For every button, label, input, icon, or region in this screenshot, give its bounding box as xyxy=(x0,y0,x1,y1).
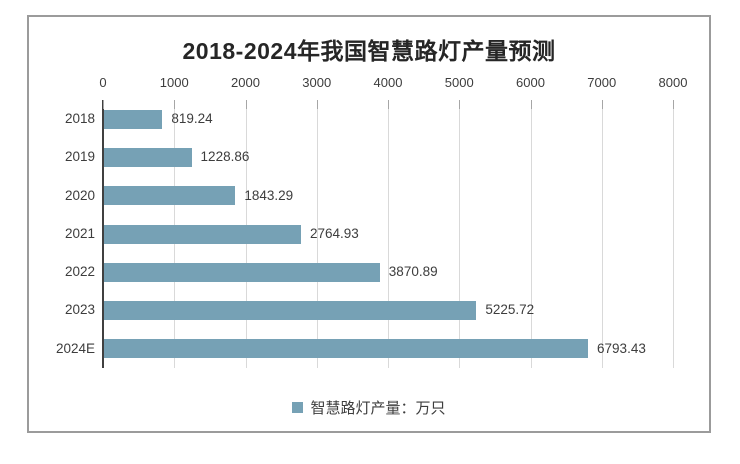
axis-tick xyxy=(459,100,461,109)
bar xyxy=(104,339,589,359)
bar-value-label: 2764.93 xyxy=(310,225,359,241)
bar xyxy=(104,109,163,129)
legend-square-icon xyxy=(292,402,304,413)
x-axis-tick-label: 8000 xyxy=(658,75,688,90)
gridline xyxy=(673,100,674,368)
bar-value-label: 5225.72 xyxy=(485,302,535,318)
bar xyxy=(104,262,380,282)
bar-value-label: 1228.86 xyxy=(200,149,250,165)
x-axis-tick-label: 2000 xyxy=(231,75,260,90)
y-axis-category-label: 2018 xyxy=(64,111,95,126)
x-axis-tick-label: 4000 xyxy=(373,75,403,90)
legend-label: 智慧路灯产量：万只 xyxy=(310,400,446,417)
gridline xyxy=(316,100,318,368)
chart-frame: 2018-2024年我国智慧路灯产量预测 0 1000 2000 3000 4000 50… xyxy=(27,15,711,433)
y-axis-category-label: 2023 xyxy=(64,302,95,318)
axis-tick xyxy=(601,100,603,109)
bar-value-label: 6793.43 xyxy=(597,340,646,356)
x-axis-tick-label: 6000 xyxy=(516,75,545,90)
x-axis-tick-label: 1000 xyxy=(159,75,189,90)
x-axis-tick-label: 7000 xyxy=(587,75,617,90)
axis-tick xyxy=(174,100,176,109)
legend: 智慧路灯产量：万只 xyxy=(29,397,709,418)
bar-value-label: 3870.89 xyxy=(388,264,438,280)
y-axis-category-label: 2024E xyxy=(55,340,95,356)
bar-value-label: 819.24 xyxy=(171,111,213,126)
gridline xyxy=(601,100,603,368)
x-axis-tick-label: 3000 xyxy=(302,75,332,90)
axis-tick xyxy=(245,100,247,109)
axis-tick xyxy=(388,100,389,109)
gridline xyxy=(530,100,532,368)
y-axis-category-label: 2022 xyxy=(64,264,95,280)
axis-tick xyxy=(530,100,532,109)
x-axis-tick-label: 5000 xyxy=(444,75,474,90)
x-axis-tick-label: 0 xyxy=(99,75,107,90)
axis-tick xyxy=(316,100,318,109)
y-axis-line xyxy=(102,100,104,368)
bar xyxy=(104,147,192,167)
chart-title: 2018-2024年我国智慧路灯产量预测 xyxy=(182,38,556,64)
y-axis-category-label: 2021 xyxy=(64,225,95,241)
bar xyxy=(104,224,301,244)
x-axis: 0 1000 2000 3000 4000 5000 6000 7000 8000 xyxy=(29,75,709,91)
y-axis: 2018 2019 2020 2021 2022 2023 2024E xyxy=(29,100,95,368)
y-axis-category-label: 2020 xyxy=(64,187,95,203)
axis-tick xyxy=(103,100,104,109)
y-axis-category-label: 2019 xyxy=(64,149,95,165)
plot-area: 819.24 1228.86 1843.29 2764.93 3870.89 5225.7… xyxy=(102,100,674,368)
axis-tick xyxy=(673,100,674,109)
bar xyxy=(104,186,236,206)
gridline xyxy=(459,100,461,368)
bar-value-label: 1843.29 xyxy=(244,187,294,203)
bar xyxy=(104,301,477,321)
gridline xyxy=(388,100,389,368)
